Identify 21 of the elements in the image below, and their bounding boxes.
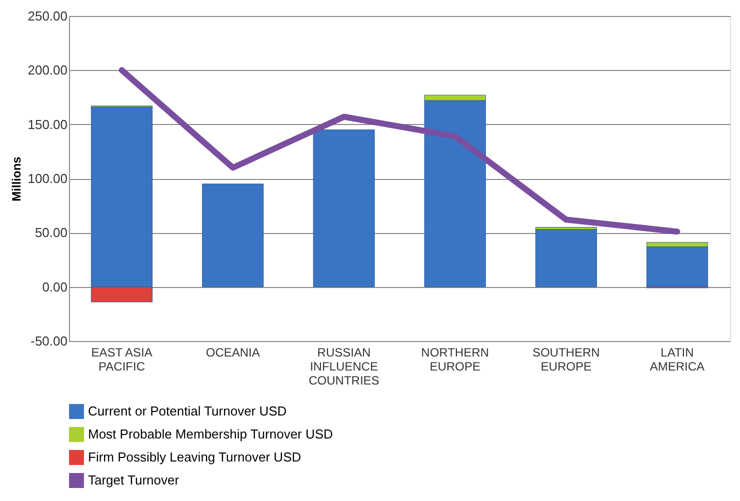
x-tick-label: EAST ASIA PACIFIC — [91, 346, 152, 374]
y-tick-label: -50.00 — [30, 334, 68, 348]
x-tick-label: NORTHERN EUROPE — [421, 346, 489, 374]
y-tick-label: 100.00 — [28, 171, 68, 186]
x-tick-label: LATIN AMERICA — [650, 346, 705, 374]
bar — [202, 184, 264, 288]
y-axis-title: Millions — [10, 156, 24, 202]
y-tick-label: 150.00 — [28, 116, 68, 132]
x-tick-label: SOUTHERN EUROPE — [532, 346, 600, 374]
y-tick-label: 200.00 — [28, 62, 68, 78]
legend-label: Target Turnover — [88, 472, 180, 488]
bar — [535, 229, 597, 288]
y-tick-label: 0.00 — [42, 279, 68, 294]
y-tick-label: 50.00 — [34, 225, 68, 240]
legend-label: Most Probable Membership Turnover USD — [88, 426, 333, 442]
y-tick-label: 250.00 — [28, 8, 68, 24]
legend-label: Current or Potential Turnover USD — [88, 404, 287, 418]
bar — [313, 130, 375, 288]
legend-label: Firm Possibly Leaving Turnover USD — [88, 450, 302, 464]
x-tick-label: RUSSIAN INFLUENCE COUNTRIES — [308, 346, 380, 388]
x-tick-label: OCEANIA — [206, 346, 260, 360]
